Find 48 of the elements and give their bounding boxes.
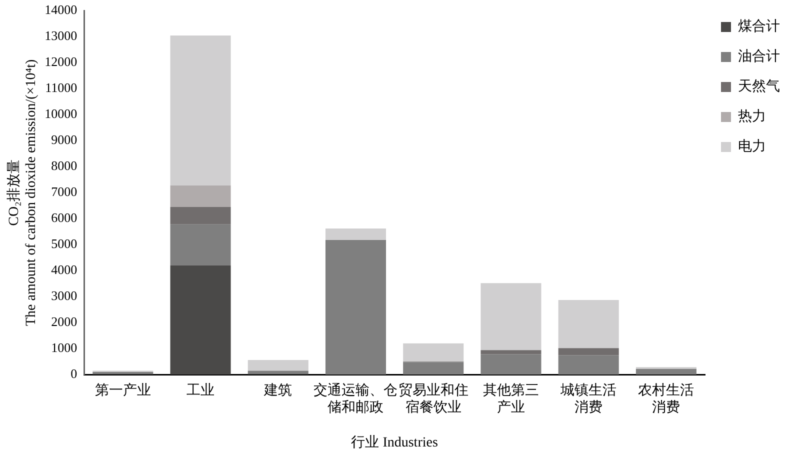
bar <box>170 185 231 207</box>
legend-label: 天然气 <box>738 78 780 95</box>
y-tick-label: 13000 <box>44 28 78 44</box>
bar <box>170 224 231 266</box>
y-tick-label: 7000 <box>51 184 78 200</box>
bar <box>325 240 386 375</box>
legend-label: 油合计 <box>738 48 780 65</box>
x-axis-title: 行业 Industries <box>351 434 438 450</box>
x-tick-label: 城镇生活消费 <box>560 382 617 416</box>
y-tick-label: 1000 <box>51 340 78 356</box>
y-tick-label: 14000 <box>44 2 78 18</box>
y-tick-label: 8000 <box>51 158 78 174</box>
x-tick-label: 其他第三产业 <box>482 382 539 416</box>
bar <box>170 35 231 186</box>
y-tick-label: 10000 <box>44 106 78 122</box>
bar <box>325 228 386 240</box>
bar <box>170 265 231 375</box>
y-tick-label: 4000 <box>51 262 78 278</box>
x-tick-label: 交通运输、仓储和邮政 <box>314 382 398 416</box>
bar <box>636 368 696 375</box>
x-tick-label: 第一产业 <box>94 382 151 399</box>
legend-label: 煤合计 <box>738 18 780 35</box>
y-tick-label: 12000 <box>44 54 78 70</box>
bar <box>558 355 619 375</box>
legend-label: 电力 <box>738 138 766 155</box>
bar <box>558 300 619 348</box>
y-tick-label: 2000 <box>51 314 78 330</box>
y-tick-label: 6000 <box>51 210 78 226</box>
y-tick-label: 9000 <box>51 132 78 148</box>
x-tick-label: 建筑 <box>263 382 292 399</box>
y-tick-label: 11000 <box>45 80 78 96</box>
bar <box>248 370 308 374</box>
x-tick-label: 贸易业和住宿餐饮业 <box>398 382 468 416</box>
y-tick-label: 0 <box>70 366 78 382</box>
legend-label: 热力 <box>738 108 766 125</box>
bar <box>480 354 542 375</box>
y-axis-title: CO₂排放量 The amount of carbon dioxide emission/(×10⁴t) <box>6 59 39 326</box>
y-tick-label: 3000 <box>51 288 78 304</box>
y-tick-label: 5000 <box>51 236 78 252</box>
x-tick-label: 工业 <box>186 382 215 399</box>
bar <box>248 360 308 371</box>
bar <box>403 343 464 362</box>
bar <box>403 362 464 375</box>
bar <box>170 206 231 224</box>
x-tick-label: 农村生活消费 <box>638 382 694 416</box>
bar <box>480 283 542 350</box>
bar <box>480 350 542 354</box>
bar <box>558 348 619 356</box>
